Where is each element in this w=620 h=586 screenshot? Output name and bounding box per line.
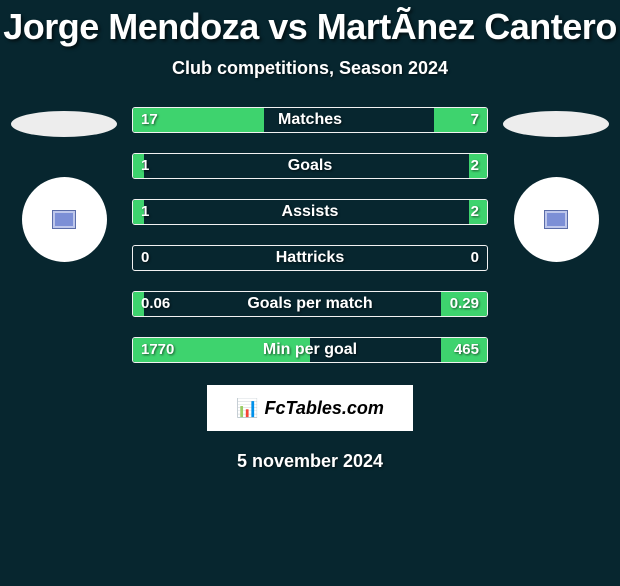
- stat-row-matches: 17 Matches 7: [132, 107, 488, 133]
- stat-row-goals: 1 Goals 2: [132, 153, 488, 179]
- placeholder-image-icon: [544, 210, 568, 229]
- stat-label: Goals per match: [133, 292, 487, 316]
- player1-column: [8, 107, 120, 383]
- chart-icon: 📊: [236, 398, 258, 419]
- stat-row-goals-per-match: 0.06 Goals per match 0.29: [132, 291, 488, 317]
- comparison-subtitle: Club competitions, Season 2024: [0, 58, 620, 79]
- stat-label: Min per goal: [133, 338, 487, 362]
- stat-row-min-per-goal: 1770 Min per goal 465: [132, 337, 488, 363]
- footer-date: 5 november 2024: [0, 451, 620, 472]
- stat-label: Assists: [133, 200, 487, 224]
- stat-label: Matches: [133, 108, 487, 132]
- brand-badge[interactable]: 📊 FcTables.com: [207, 385, 413, 431]
- stat-row-assists: 1 Assists 2: [132, 199, 488, 225]
- player1-flag: [11, 111, 117, 137]
- stat-value-right: 0.29: [450, 292, 479, 316]
- comparison-title: Jorge Mendoza vs MartÃ­nez Cantero: [0, 6, 620, 48]
- stat-value-right: 2: [471, 154, 479, 178]
- player2-column: [500, 107, 612, 383]
- brand-label: FcTables.com: [265, 398, 384, 419]
- stat-value-right: 465: [454, 338, 479, 362]
- stat-label: Hattricks: [133, 246, 487, 270]
- stats-column: 17 Matches 7 1 Goals 2 1 Assists 2 0 Hat…: [120, 107, 500, 383]
- placeholder-image-icon: [52, 210, 76, 229]
- player1-avatar: [22, 177, 107, 262]
- stat-value-right: 0: [471, 246, 479, 270]
- stat-value-right: 2: [471, 200, 479, 224]
- stat-row-hattricks: 0 Hattricks 0: [132, 245, 488, 271]
- player2-avatar: [514, 177, 599, 262]
- main-area: 17 Matches 7 1 Goals 2 1 Assists 2 0 Hat…: [0, 107, 620, 383]
- player2-flag: [503, 111, 609, 137]
- stat-label: Goals: [133, 154, 487, 178]
- stat-value-right: 7: [471, 108, 479, 132]
